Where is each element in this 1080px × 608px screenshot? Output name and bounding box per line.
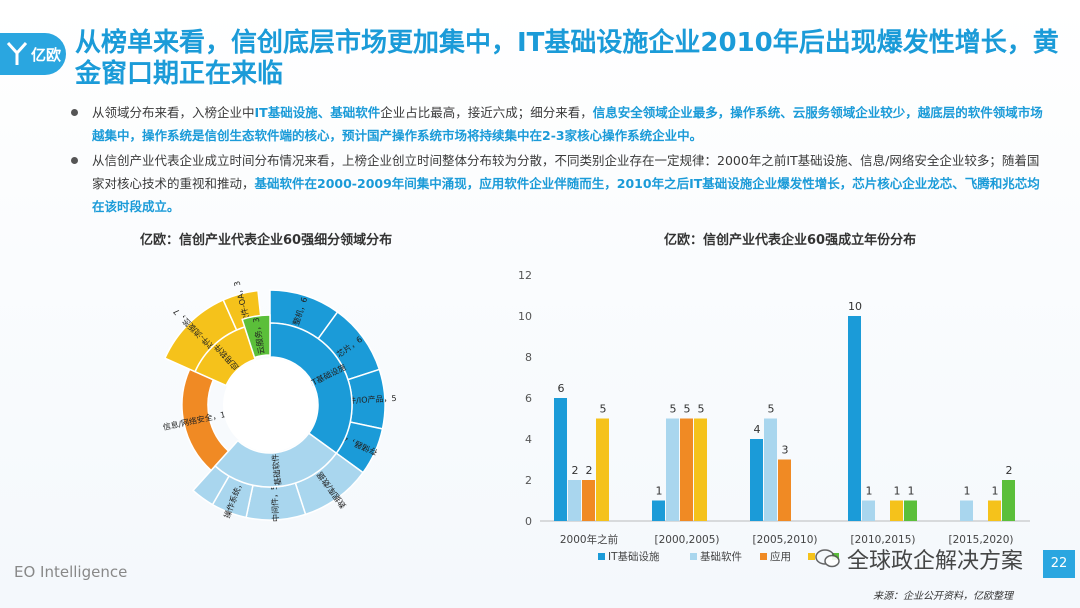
- body-text: 从领域分布来看，入榜企业中: [92, 105, 255, 120]
- legend-swatch: [598, 553, 605, 560]
- watermark: 全球政企解决方案: [815, 543, 1023, 575]
- bar: [1002, 480, 1015, 521]
- bullet-text: 从信创产业代表企业成立时间分布情况来看，上榜企业创立时间整体分布较为分散，不同类…: [92, 153, 1040, 214]
- bar-data-label: 1: [656, 485, 663, 498]
- bullet-item: 从信创产业代表企业成立时间分布情况来看，上榜企业创立时间整体分布较为分散，不同类…: [68, 149, 1043, 218]
- bar-data-label: 4: [754, 423, 761, 436]
- bar-data-label: 10: [848, 300, 862, 313]
- bullet-item: 从领域分布来看，入榜企业中IT基础设施、基础软件企业占比最高，接近六成；细分来看…: [68, 101, 1043, 147]
- bullet-text: 从领域分布来看，入榜企业中IT基础设施、基础软件企业占比最高，接近六成；细分来看…: [92, 105, 1043, 143]
- bullet-list: 从领域分布来看，入榜企业中IT基础设施、基础软件企业占比最高，接近六成；细分来看…: [68, 101, 1043, 220]
- bar: [848, 316, 861, 521]
- source-note: 来源：企业公开资料，亿欧整理: [873, 591, 1013, 602]
- legend-label: 基础软件: [700, 550, 742, 563]
- bullet-dot-icon: [71, 109, 78, 116]
- legend-label: 应用: [770, 550, 791, 563]
- x-tick-label: [2005,2010): [753, 534, 818, 546]
- y-tick-label: 0: [525, 515, 532, 528]
- logo-text: 亿欧: [31, 45, 62, 64]
- y-tick-label: 10: [518, 310, 532, 323]
- bar: [988, 500, 1001, 521]
- sunburst-inner-segment: [241, 314, 271, 359]
- x-tick-label: [2010,2015): [851, 534, 916, 546]
- bar-data-label: 5: [600, 403, 607, 416]
- legend-swatch: [760, 553, 767, 560]
- bar: [652, 500, 665, 521]
- x-tick-label: [2015,2020): [949, 534, 1014, 546]
- bullet-dot-icon: [71, 157, 78, 164]
- y-tick-label: 8: [525, 351, 532, 364]
- bar: [960, 500, 973, 521]
- highlight-text: 基础软件在2000-2009年间集中涌现，应用软件企业伴随而生，2010年之后I…: [92, 176, 1040, 214]
- bar: [596, 418, 609, 521]
- y-tick-label: 6: [525, 392, 532, 405]
- body-text: 从信创产业代表企业成立时间分布情况来看，上榜企业创立时间整体分布较为分散，不同类…: [92, 153, 1040, 191]
- wechat-icon: [815, 549, 840, 568]
- y-tick-label: 2: [525, 474, 532, 487]
- bar-data-label: 1: [866, 485, 873, 498]
- sunburst-chart: 整机，6芯片，6固件/IO产品，5存储器，4数据库/数据，6中间件，5操作系统，…: [162, 280, 397, 523]
- body-text: 企业占比最高，接近六成；细分来看，: [380, 105, 593, 120]
- sunburst-label: 固件/IO产品，5: [340, 393, 397, 406]
- bar-data-label: 5: [684, 403, 691, 416]
- bar-data-label: 5: [670, 403, 677, 416]
- bar-data-label: 2: [1006, 464, 1013, 477]
- bar: [904, 500, 917, 521]
- footer-brand: EO Intelligence: [14, 563, 128, 581]
- x-tick-label: [2000,2005): [655, 534, 720, 546]
- bar-data-label: 6: [558, 382, 565, 395]
- bar: [750, 439, 763, 521]
- highlight-text: 信息安全领域企业最多，操作系统、云服务领域企业较少，越底层的软件领域市场越集中，…: [92, 105, 1043, 143]
- sunburst-inner-segment: [214, 432, 338, 488]
- bar: [764, 418, 777, 521]
- bar-data-label: 3: [782, 444, 789, 457]
- legend-label: IT基础设施: [608, 550, 660, 563]
- bar: [554, 398, 567, 521]
- bar: [862, 500, 875, 521]
- bar-data-label: 1: [894, 485, 901, 498]
- watermark-text: 全球政企解决方案: [847, 549, 1024, 574]
- sunburst-label: 基础软件: [270, 453, 283, 486]
- legend-swatch: [808, 553, 815, 560]
- bar: [582, 480, 595, 521]
- y-tick-label: 12: [518, 269, 532, 282]
- sunburst-label: 中间件，5: [269, 485, 281, 523]
- x-tick-label: 2000年之前: [560, 533, 618, 546]
- bar: [694, 418, 707, 521]
- bar: [666, 418, 679, 521]
- bar-data-label: 1: [992, 485, 999, 498]
- bar-chart-title: 亿欧：信创产业代表企业60强成立年份分布: [664, 233, 917, 248]
- bar: [680, 418, 693, 521]
- bar-data-label: 1: [964, 485, 971, 498]
- sunburst-hole: [223, 358, 317, 452]
- y-tick-label: 4: [525, 433, 532, 446]
- bar: [890, 500, 903, 521]
- legend-swatch: [690, 553, 697, 560]
- bar-data-label: 5: [698, 403, 705, 416]
- highlight-text: IT基础设施、基础软件: [254, 105, 381, 120]
- logo-mark-icon: [6, 41, 28, 65]
- bar-data-label: 1: [908, 485, 915, 498]
- bar: [568, 480, 581, 521]
- bar-data-label: 2: [586, 464, 593, 477]
- brand-logo: 亿欧: [0, 33, 66, 75]
- sunburst-chart-title: 亿欧：信创产业代表企业60强细分领域分布: [140, 233, 393, 248]
- sunburst-inner-segment: [269, 322, 353, 455]
- page-number: 22: [1043, 550, 1075, 578]
- bar-data-label: 5: [768, 403, 775, 416]
- bar: [778, 459, 791, 521]
- bar-data-label: 2: [572, 464, 579, 477]
- page-title: 从榜单来看，信创底层市场更加集中，IT基础设施企业2010年后出现爆发性增长，黄…: [75, 28, 1059, 89]
